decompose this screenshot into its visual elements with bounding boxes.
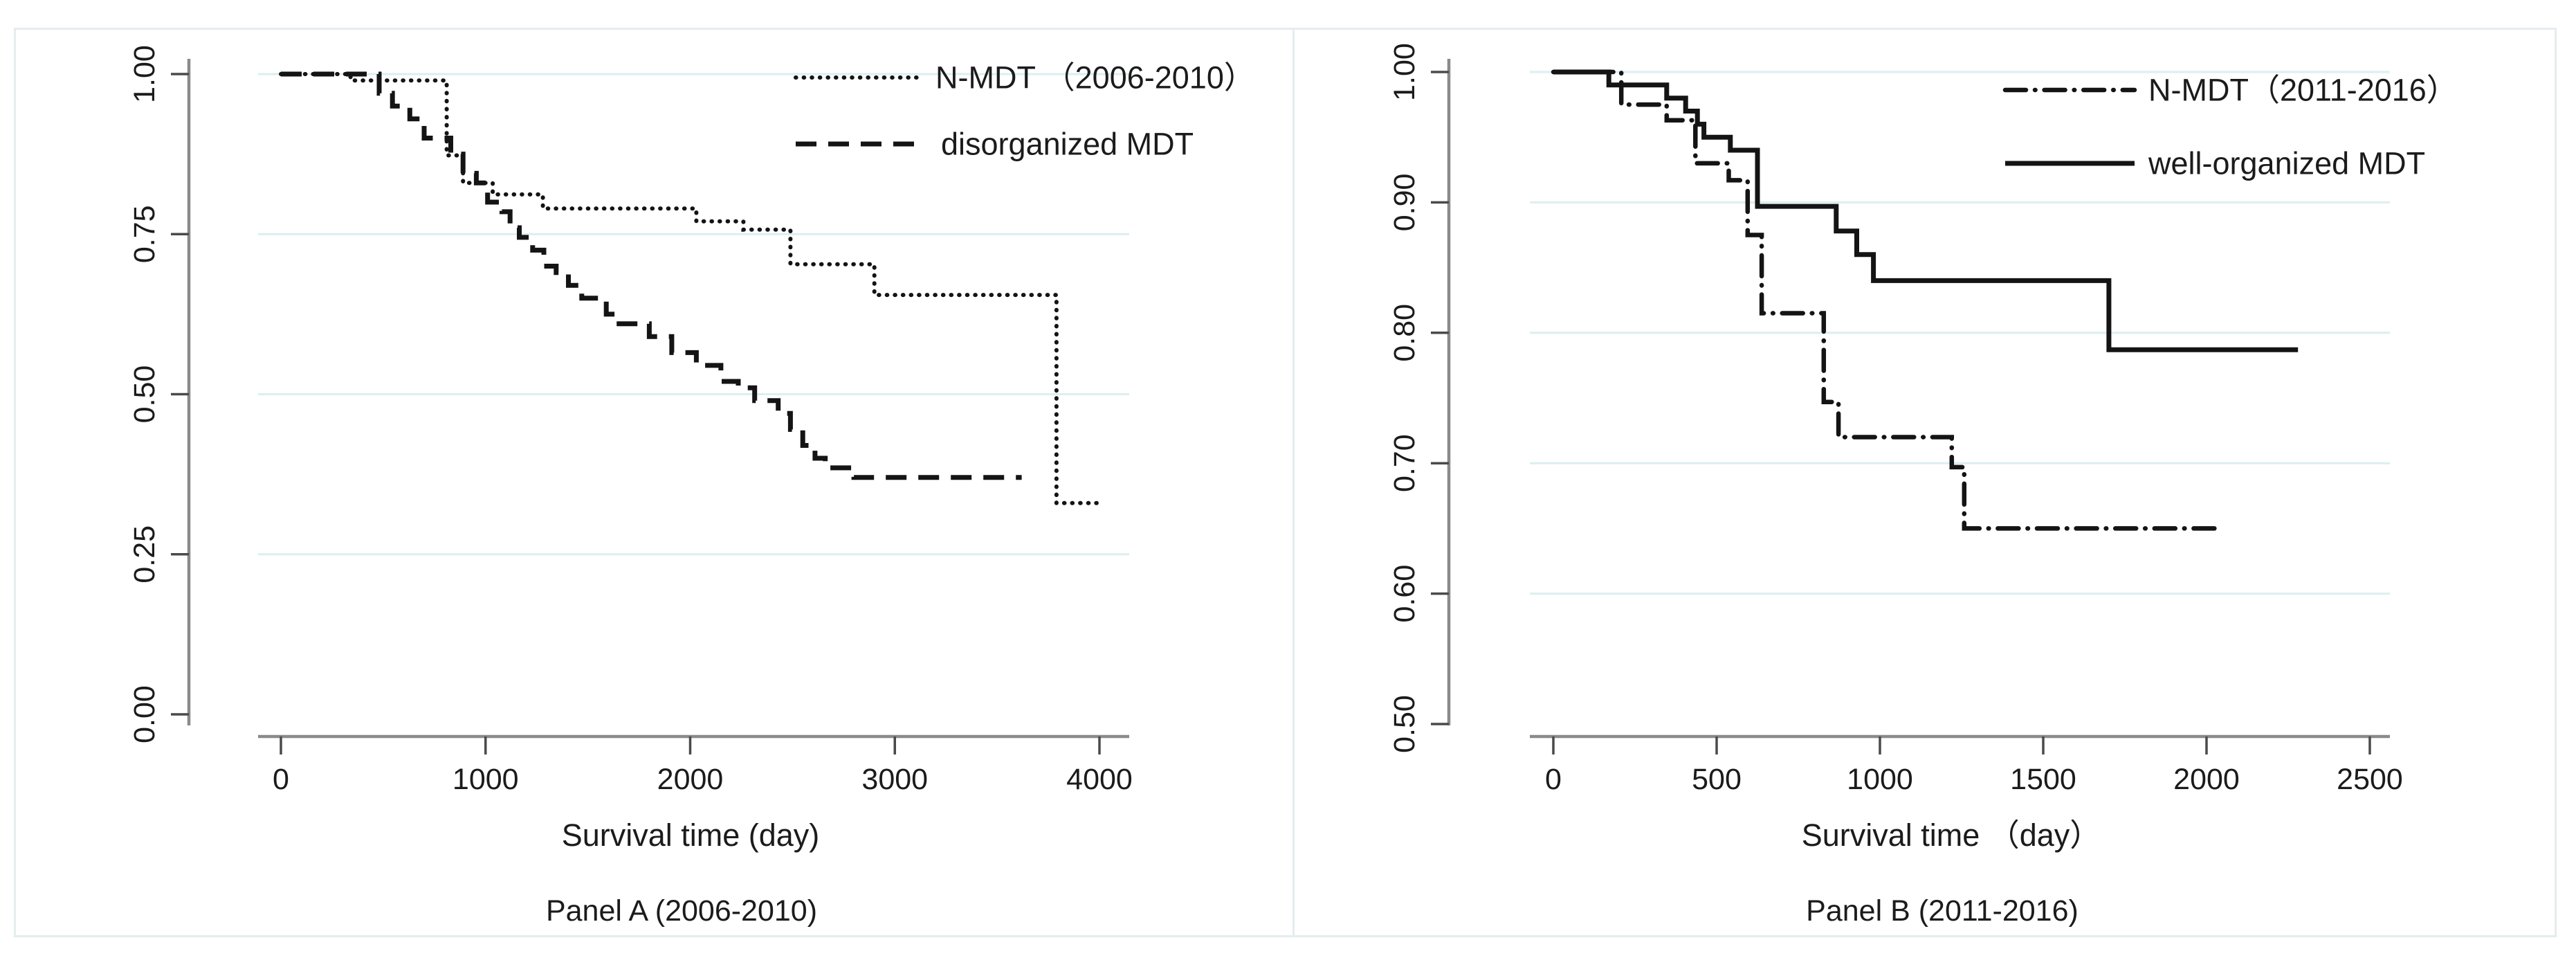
panel-a-xlabel: Survival time (day) bbox=[562, 817, 820, 853]
y-tick-label: 0.25 bbox=[128, 525, 161, 584]
x-tick-label: 3000 bbox=[861, 763, 928, 796]
survival-curve-dashdot bbox=[1551, 69, 2219, 531]
x-tick-label: 1500 bbox=[2010, 763, 2076, 796]
y-tick-label: 0.50 bbox=[128, 365, 161, 424]
panel-b-legend-label-1: N-MDT（2011-2016） bbox=[2148, 73, 2458, 108]
x-tick-label: 2500 bbox=[2337, 763, 2403, 796]
survival-curve-solid bbox=[1553, 69, 2299, 352]
y-tick-label: 1.00 bbox=[1388, 43, 1421, 101]
x-tick-label: 0 bbox=[1545, 763, 1562, 796]
panel-b-chart: 1.00 0.90 0.80 0.70 0.60 0.50 0 500 1000 1500 2000… bbox=[1388, 43, 2458, 928]
panel-b-xlabel: Survival time （day） bbox=[1802, 817, 2101, 853]
y-tick-label: 0.00 bbox=[128, 685, 161, 743]
x-tick-label: 2000 bbox=[657, 763, 724, 796]
panel-divider bbox=[1292, 29, 1295, 936]
y-tick-label: 0.75 bbox=[128, 205, 161, 263]
x-tick-label: 1000 bbox=[1847, 763, 1913, 796]
x-tick-label: 1000 bbox=[453, 763, 519, 796]
y-tick-label: 0.70 bbox=[1388, 434, 1421, 492]
x-tick-label: 0 bbox=[273, 763, 289, 796]
panel-a-chart: 1.00 0.75 0.50 0.25 0.00 0 1000 2000 3000 4000 Su… bbox=[128, 45, 1255, 928]
y-tick-label: 0.80 bbox=[1388, 304, 1421, 362]
panel-b-caption: Panel B (2011-2016) bbox=[1806, 894, 2079, 928]
survival-curve-dashed bbox=[281, 71, 1022, 480]
survival-curve-dotted bbox=[279, 72, 1102, 505]
panel-a-legend-label-1: N-MDT （2006-2010） bbox=[935, 60, 1255, 96]
panel-a-legend-label-2: disorganized MDT bbox=[941, 127, 1194, 162]
panel-a-caption: Panel A (2006-2010) bbox=[546, 894, 817, 928]
panel-b-generated: 1.00 0.90 0.80 0.70 0.60 0.50 0 500 1000 1500 2000… bbox=[1388, 43, 2403, 796]
y-tick-label: 1.00 bbox=[128, 45, 161, 103]
x-tick-label: 500 bbox=[1692, 763, 1742, 796]
y-tick-label: 0.60 bbox=[1388, 565, 1421, 623]
y-tick-label: 0.90 bbox=[1388, 174, 1421, 232]
x-tick-label: 2000 bbox=[2173, 763, 2240, 796]
panel-b-legend-label-2: well-organized MDT bbox=[2148, 146, 2425, 181]
panel-a-generated: 1.00 0.75 0.50 0.25 0.00 0 1000 2000 3000 4000 bbox=[128, 45, 1133, 796]
x-tick-label: 4000 bbox=[1066, 763, 1133, 796]
y-tick-label: 0.50 bbox=[1388, 695, 1421, 753]
